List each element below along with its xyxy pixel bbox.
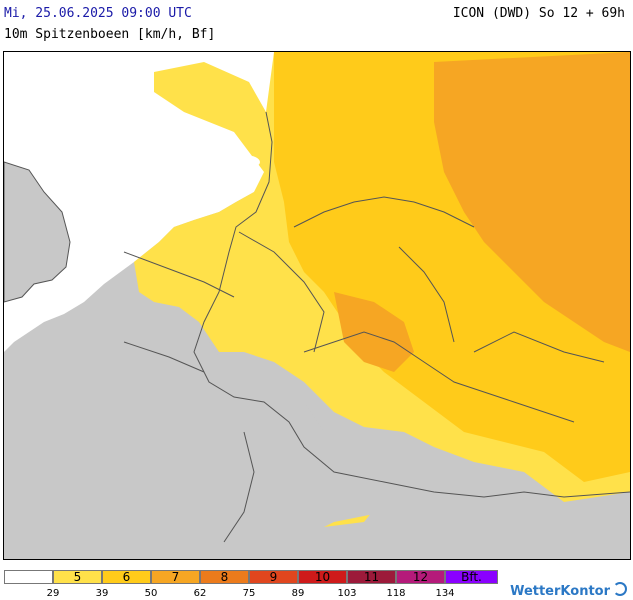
legend-threshold-7: 118	[386, 588, 406, 599]
legend-threshold-4: 75	[242, 588, 256, 599]
legend-bin-6: 10	[298, 570, 347, 584]
legend-bin-8: 12	[396, 570, 445, 584]
legend-bin-1: 5	[53, 570, 102, 584]
country-borders	[123, 111, 630, 543]
legend-threshold-1: 39	[95, 588, 109, 599]
legend-threshold-3: 62	[193, 588, 207, 599]
legend-threshold-6: 103	[337, 588, 357, 599]
wind-bf7-field	[434, 52, 630, 352]
legend-threshold-8: 134	[435, 588, 455, 599]
north-sea	[4, 52, 274, 352]
legend-bin-3: 7	[151, 570, 200, 584]
legend-threshold-0: 29	[46, 588, 60, 599]
legend-bin-9: Bft.	[445, 570, 498, 584]
color-legend: 5 6 7 8 9 10 11 12 Bft.	[4, 570, 498, 586]
lake-ijsselmeer	[228, 155, 260, 169]
legend-bin-2: 6	[102, 570, 151, 584]
parameter-label: 10m Spitzenboeen [km/h, Bf]	[4, 27, 216, 42]
brand-logo[interactable]: WetterKontor	[510, 582, 627, 599]
brand-name: WetterKontor	[510, 584, 610, 599]
gust-forecast-map[interactable]	[3, 51, 631, 560]
legend-bin-4: 8	[200, 570, 249, 584]
grey-sw-region	[4, 302, 474, 559]
model-run-label: ICON (DWD) So 12 + 69h	[452, 6, 625, 21]
legend-bin-7: 11	[347, 570, 396, 584]
brand-mark-icon	[613, 582, 627, 596]
wind-bf7-patch-central	[334, 292, 414, 372]
map-canvas	[4, 52, 630, 559]
legend-bin-5: 9	[249, 570, 298, 584]
legend-threshold-2: 50	[144, 588, 158, 599]
legend-threshold-5: 89	[291, 588, 305, 599]
forecast-datetime: Mi, 25.06.2025 09:00 UTC	[4, 6, 192, 21]
legend-bin-0	[4, 570, 53, 584]
great-britain	[4, 161, 71, 303]
